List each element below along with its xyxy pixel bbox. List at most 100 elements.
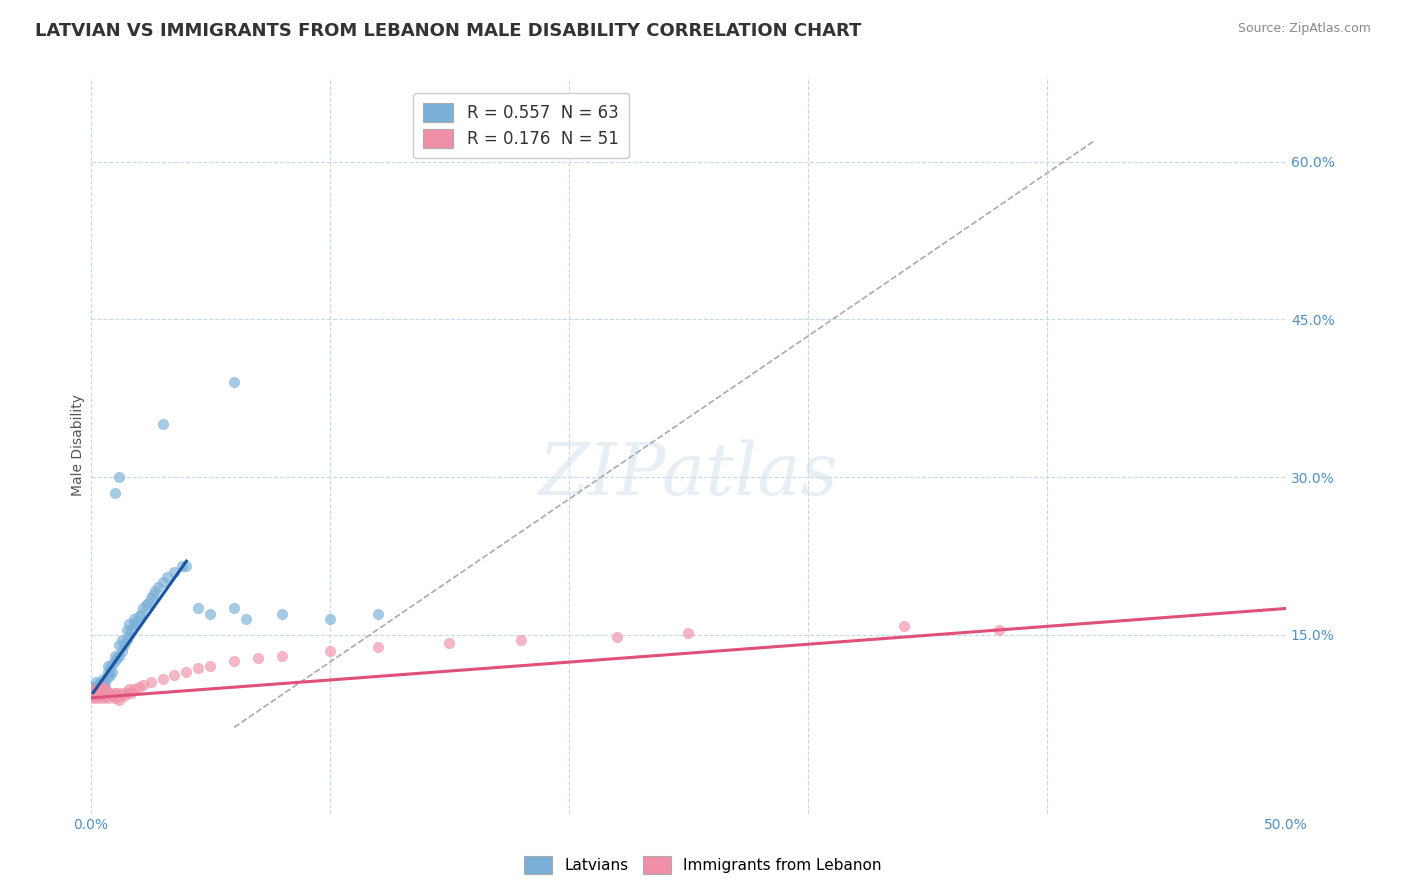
Point [108,693,131,707]
Point [271,607,294,621]
Point [101,657,124,672]
Point [367,607,389,621]
Point [132,678,155,692]
Point [120,623,142,637]
Point [104,690,127,705]
Point [94,689,117,703]
Point [101,665,124,679]
Point [200,659,222,673]
Point [96,665,118,679]
Point [111,685,134,699]
Text: Source: ZipAtlas.com: Source: ZipAtlas.com [1237,22,1371,36]
Point [122,617,145,632]
Point [132,601,155,615]
Point [224,601,246,615]
Point [152,672,174,686]
Point [271,648,294,663]
Point [200,607,222,621]
Point [94,681,117,695]
Point [82,682,104,697]
Point [170,559,193,574]
Point [87,685,110,699]
Point [129,607,152,621]
Point [224,654,246,668]
Point [91,681,114,695]
Point [108,648,131,663]
Point [176,665,198,679]
Point [105,651,128,665]
Point [510,633,533,648]
Point [146,581,169,595]
Point [101,689,124,703]
Point [104,685,127,699]
Point [87,682,110,697]
Point [104,654,127,668]
Point [163,565,186,579]
Point [187,601,209,615]
Point [89,684,111,698]
Point [606,630,628,644]
Point [156,570,179,584]
Point [84,689,107,703]
Text: LATVIAN VS IMMIGRANTS FROM LEBANON MALE DISABILITY CORRELATION CHART: LATVIAN VS IMMIGRANTS FROM LEBANON MALE … [35,22,862,40]
Point [122,612,145,626]
Point [152,417,174,432]
Point [187,661,209,675]
Point [115,685,138,699]
Point [91,672,114,686]
Point [91,682,114,697]
Point [108,470,131,484]
Point [115,623,138,637]
Point [235,612,257,626]
Point [105,685,128,699]
Point [135,599,157,613]
Point [118,617,141,632]
Point [439,636,461,650]
Point [115,633,138,648]
Legend: R = 0.557  N = 63, R = 0.176  N = 51: R = 0.557 N = 63, R = 0.176 N = 51 [413,93,628,158]
Point [143,583,166,598]
Point [94,675,117,690]
Point [91,685,114,699]
Point [84,682,107,697]
Point [94,682,117,697]
Point [678,625,700,640]
Point [118,628,141,642]
Point [108,638,131,652]
Legend: Latvians, Immigrants from Lebanon: Latvians, Immigrants from Lebanon [519,850,887,880]
Point [98,661,121,675]
Point [91,678,114,692]
Point [319,612,342,626]
Point [111,643,134,657]
Point [98,667,121,681]
Point [84,685,107,699]
Point [988,623,1011,637]
Y-axis label: Male Disability: Male Disability [72,394,86,497]
Point [142,588,165,602]
Point [84,689,107,703]
Point [139,591,162,605]
Point [89,685,111,699]
Point [128,681,150,695]
Point [82,690,104,705]
Point [96,685,118,699]
Point [112,638,135,652]
Point [96,690,118,705]
Point [163,667,186,681]
Point [122,682,145,697]
Point [82,685,104,699]
Point [108,689,131,703]
Point [139,675,162,690]
Point [96,670,118,684]
Point [89,681,111,695]
Point [152,575,174,590]
Point [89,676,111,690]
Point [128,608,150,623]
Text: ZIPatlas: ZIPatlas [538,440,838,510]
Point [111,633,134,648]
Point [82,681,104,695]
Point [367,640,389,655]
Point [87,682,110,697]
Point [82,689,104,703]
Point [89,689,111,703]
